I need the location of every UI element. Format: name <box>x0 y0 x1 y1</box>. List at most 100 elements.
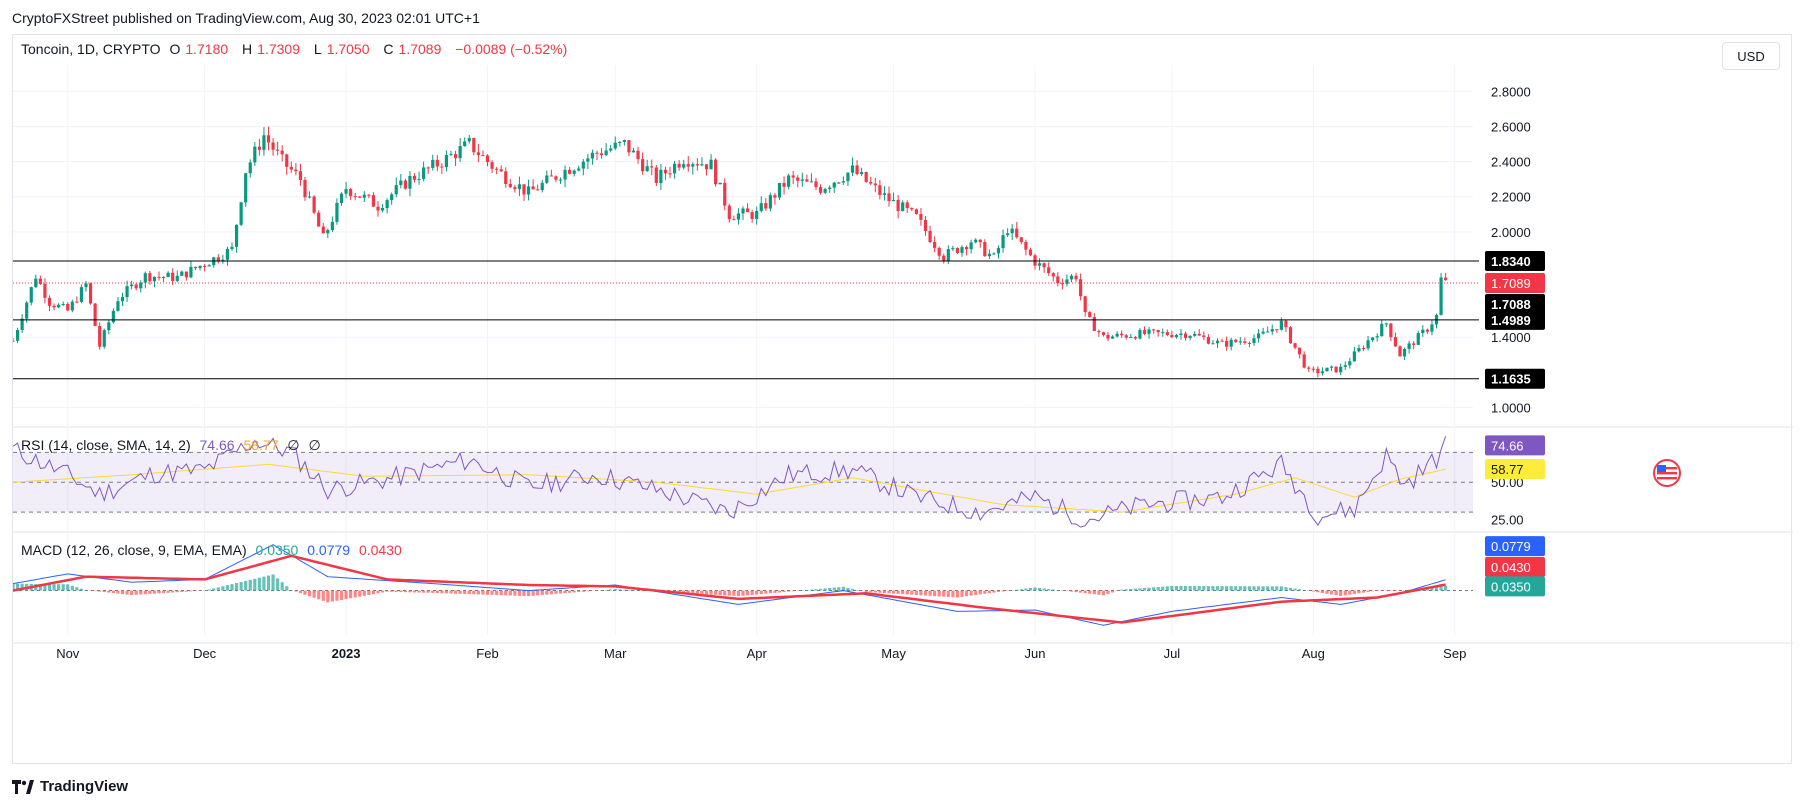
macd-hist-bar <box>540 590 544 596</box>
candle-body <box>1366 340 1370 349</box>
candle-body <box>540 182 544 191</box>
signal-value-box <box>1485 556 1545 577</box>
chart-canvas[interactable]: Nov Dec 2023 Feb Mar Apr May Jun Jul Aug Sep 2.8000… <box>13 35 1793 765</box>
macd-hist-bar <box>613 589 617 591</box>
candle-body <box>417 179 421 181</box>
tradingview-logo[interactable]: TradingView <box>12 778 128 795</box>
candle-body <box>1133 336 1137 339</box>
macd-hist-bar <box>111 590 115 594</box>
macd-hist-bar <box>330 590 334 602</box>
candle-body <box>1439 277 1443 315</box>
high-label: H <box>242 41 253 57</box>
macd-hist-bar <box>20 583 24 591</box>
macd-signal-line <box>13 554 1446 624</box>
candle-body <box>317 212 321 227</box>
candle-body <box>1037 263 1042 266</box>
macd-hist-bar <box>923 590 928 596</box>
candle-body <box>193 266 198 269</box>
macd-hist-bar <box>171 590 175 593</box>
macd-hist-bar <box>335 590 339 601</box>
macd-hist-bar <box>595 590 599 592</box>
macd-hist-bar <box>344 590 348 600</box>
candle-body <box>1243 341 1247 343</box>
candle-body <box>166 272 170 278</box>
candles-group <box>13 126 1448 378</box>
macd-hist-bar <box>946 590 950 597</box>
candle-body <box>536 189 540 191</box>
us-flag-icon[interactable] <box>1652 458 1682 488</box>
macd-hist-bar <box>244 580 248 591</box>
candle-body <box>453 154 458 159</box>
candle-body <box>1375 336 1379 338</box>
candle-body <box>1425 329 1429 332</box>
candle-body <box>139 282 143 289</box>
candle-body <box>1307 367 1311 369</box>
macd-hist-bar <box>1006 590 1010 592</box>
macd-hist-bar <box>499 590 503 596</box>
candle-body <box>727 205 731 220</box>
candle-body <box>157 276 161 278</box>
candle-body <box>969 242 973 250</box>
candle-body <box>946 249 950 261</box>
macd-title[interactable]: MACD (12, 26, close, 9, EMA, EMA) <box>21 542 247 558</box>
candle-body <box>645 166 649 172</box>
candle-body <box>1056 276 1060 284</box>
chart-frame[interactable]: Nov Dec 2023 Feb Mar Apr May Jun Jul Aug Sep 2.8000… <box>12 34 1793 765</box>
rsi-legend: RSI (14, close, SMA, 14, 2) 74.66 58.77 … <box>21 437 326 454</box>
macd-hist-bar <box>1110 590 1115 593</box>
candle-body <box>111 310 115 323</box>
candle-body <box>66 303 70 311</box>
macd-hist-bar <box>408 590 412 593</box>
candle-body <box>1179 333 1183 335</box>
candle-body <box>1266 331 1270 333</box>
candle-body <box>549 175 553 177</box>
candle-body <box>723 182 727 206</box>
macd-hist-bar <box>139 590 143 595</box>
candle-body <box>933 241 937 248</box>
macd-hist-bar <box>266 575 271 591</box>
currency-button[interactable]: USD <box>1722 42 1780 70</box>
macd-hist-bar <box>1439 586 1443 591</box>
macd-hist-bar <box>43 584 47 591</box>
candle-body <box>70 301 74 311</box>
candle-body <box>102 330 106 347</box>
candle-body <box>891 199 896 202</box>
symbol-title[interactable]: Toncoin, 1D, CRYPTO <box>21 41 161 57</box>
candle-body <box>791 175 795 178</box>
candle-body <box>1211 343 1215 345</box>
candle-body <box>412 175 417 180</box>
current-price-box <box>1485 272 1545 293</box>
candle-body <box>736 213 741 220</box>
candle-body <box>116 301 120 311</box>
macd-hist-bar <box>380 590 385 593</box>
macd-hist-bar <box>371 590 376 595</box>
macd-hist-bar <box>1197 586 1201 591</box>
macd-hist-bar <box>732 590 736 596</box>
candle-body <box>1389 323 1393 338</box>
macd-hist-bar <box>1129 588 1133 591</box>
macd-hist-bar <box>358 590 362 597</box>
macd-hist-bar <box>709 590 713 595</box>
candle-body <box>1170 334 1174 338</box>
rsi-title[interactable]: RSI (14, close, SMA, 14, 2) <box>21 437 191 453</box>
candle-body <box>1348 361 1352 366</box>
macd-hist-bar <box>120 590 125 595</box>
macd-legend: MACD (12, 26, close, 9, EMA, EMA) 0.0350… <box>21 542 407 558</box>
macd-hist-bar <box>723 590 727 596</box>
macd-hist-bar <box>987 590 991 594</box>
y-tick-label: 1.4000 <box>1491 330 1531 345</box>
hist-value-label: 0.0350 <box>1491 579 1531 594</box>
macd-hist-bar <box>581 590 585 592</box>
macd-hist-bar <box>161 590 166 594</box>
macd-hist-bar <box>1293 588 1297 591</box>
candle-body <box>349 189 353 197</box>
candle-body <box>221 259 225 261</box>
candle-body <box>1106 334 1110 339</box>
y-tick-label: 2.6000 <box>1491 119 1531 134</box>
candle-body <box>353 196 357 198</box>
signal-value-label: 0.0430 <box>1491 560 1531 575</box>
candle-body <box>764 203 768 209</box>
macd-hist-bar <box>828 588 832 591</box>
candle-body <box>431 159 435 168</box>
candle-body <box>1311 368 1315 370</box>
